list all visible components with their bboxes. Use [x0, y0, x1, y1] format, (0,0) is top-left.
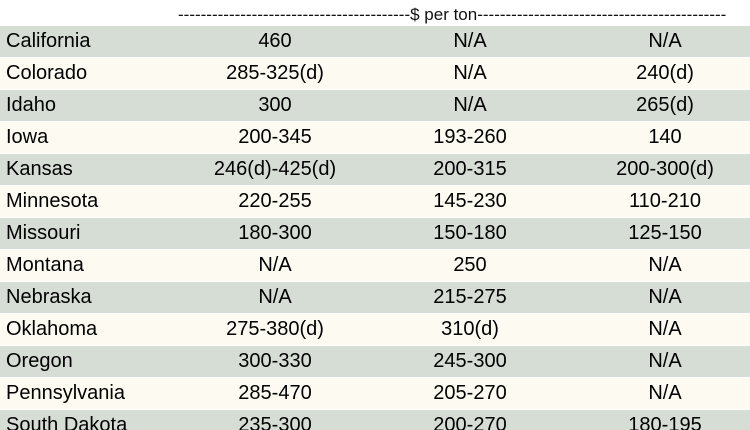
- price-cell-col2: 215-275: [360, 281, 560, 314]
- state-cell: Idaho: [0, 89, 160, 122]
- state-cell: Missouri: [0, 217, 160, 250]
- unit-label: ----------------------------------------…: [178, 5, 727, 24]
- table-row: California 460 N/A N/A: [0, 26, 750, 58]
- price-cell-col2: 245-300: [360, 345, 560, 378]
- state-cell: Colorado: [0, 57, 160, 90]
- table-row: Oregon 300-330 245-300 N/A: [0, 345, 750, 378]
- price-cell-col1: 220-255: [160, 185, 360, 218]
- price-cell-col1: 180-300: [160, 217, 360, 250]
- table-row: Pennsylvania 285-470 205-270 N/A: [0, 377, 750, 410]
- price-cell-col3: 125-150: [560, 217, 750, 250]
- price-cell-col1: 200-345: [160, 121, 360, 154]
- price-cell-col3: 180-195: [560, 409, 750, 430]
- price-cell-col1: 285-325(d): [160, 57, 360, 90]
- price-cell-col3: 140: [560, 121, 750, 154]
- price-table-body: California 460 N/A N/A Colorado 285-325(…: [0, 26, 750, 430]
- price-cell-col3: N/A: [560, 345, 750, 378]
- price-cell-col2: 200-270: [360, 409, 560, 430]
- price-cell-col2: N/A: [360, 57, 560, 90]
- state-cell: Iowa: [0, 121, 160, 154]
- state-cell: Pennsylvania: [0, 377, 160, 410]
- price-cell-col1: 460: [160, 26, 360, 58]
- table-header: ----------------------------------------…: [0, 0, 750, 26]
- price-cell-col1: 300-330: [160, 345, 360, 378]
- state-cell: South Dakota: [0, 409, 160, 430]
- price-cell-col3: 265(d): [560, 89, 750, 122]
- state-cell: California: [0, 26, 160, 58]
- price-cell-col3: 110-210: [560, 185, 750, 218]
- table-row: Kansas 246(d)-425(d) 200-315 200-300(d): [0, 153, 750, 186]
- price-cell-col2: 145-230: [360, 185, 560, 218]
- table-row: South Dakota 235-300 200-270 180-195: [0, 409, 750, 430]
- table-row: Nebraska N/A 215-275 N/A: [0, 281, 750, 314]
- price-cell-col3: 240(d): [560, 57, 750, 90]
- price-cell-col1: 300: [160, 89, 360, 122]
- price-cell-col2: 250: [360, 249, 560, 282]
- price-cell-col2: 200-315: [360, 153, 560, 186]
- price-cell-col2: N/A: [360, 89, 560, 122]
- price-cell-col3: N/A: [560, 249, 750, 282]
- table-row: Idaho 300 N/A 265(d): [0, 89, 750, 122]
- price-cell-col3: N/A: [560, 377, 750, 410]
- price-cell-col1: N/A: [160, 249, 360, 282]
- price-cell-col3: N/A: [560, 281, 750, 314]
- price-cell-col1: 275-380(d): [160, 313, 360, 346]
- price-cell-col2: 150-180: [360, 217, 560, 250]
- table-row: Iowa 200-345 193-260 140: [0, 121, 750, 154]
- price-cell-col2: N/A: [360, 26, 560, 58]
- price-cell-col1: N/A: [160, 281, 360, 314]
- state-cell: Montana: [0, 249, 160, 282]
- table-row: Oklahoma 275-380(d) 310(d) N/A: [0, 313, 750, 346]
- table-row: Colorado 285-325(d) N/A 240(d): [0, 57, 750, 90]
- state-cell: Kansas: [0, 153, 160, 186]
- price-cell-col2: 310(d): [360, 313, 560, 346]
- price-cell-col3: N/A: [560, 313, 750, 346]
- table-row: Missouri 180-300 150-180 125-150: [0, 217, 750, 250]
- state-cell: Minnesota: [0, 185, 160, 218]
- price-cell-col2: 205-270: [360, 377, 560, 410]
- state-cell: Nebraska: [0, 281, 160, 314]
- table-row: Minnesota 220-255 145-230 110-210: [0, 185, 750, 218]
- table-row: Montana N/A 250 N/A: [0, 249, 750, 282]
- price-cell-col3: N/A: [560, 26, 750, 58]
- price-cell-col1: 285-470: [160, 377, 360, 410]
- price-table: California 460 N/A N/A Colorado 285-325(…: [0, 26, 750, 430]
- price-cell-col1: 235-300: [160, 409, 360, 430]
- state-cell: Oklahoma: [0, 313, 160, 346]
- price-cell-col3: 200-300(d): [560, 153, 750, 186]
- price-cell-col2: 193-260: [360, 121, 560, 154]
- price-cell-col1: 246(d)-425(d): [160, 153, 360, 186]
- state-cell: Oregon: [0, 345, 160, 378]
